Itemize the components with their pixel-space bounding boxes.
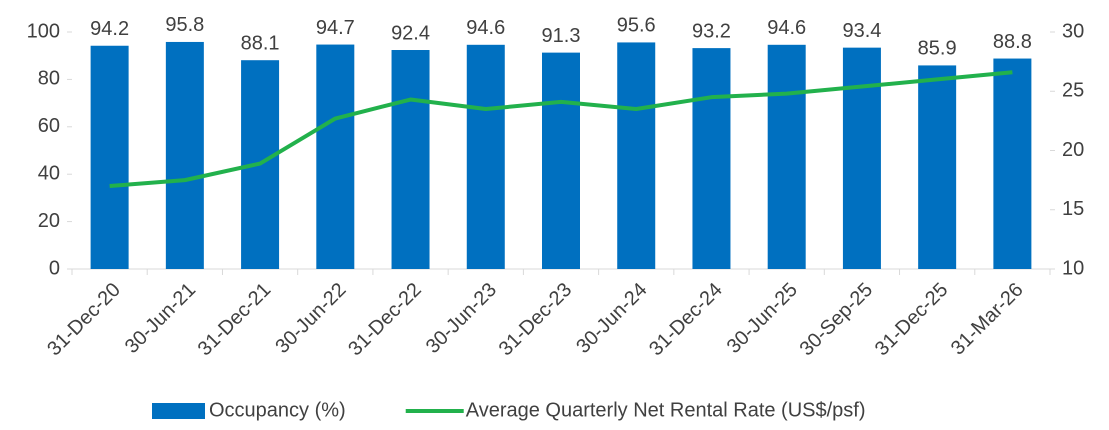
y-tick-label: 60 <box>38 115 60 137</box>
bar <box>316 44 355 269</box>
x-tick-label: 31-Dec-21 <box>194 279 276 361</box>
x-tick-label: 31-Dec-23 <box>495 279 577 361</box>
legend-label: Occupancy (%) <box>209 399 346 421</box>
y-tick-label: 20 <box>38 210 60 232</box>
x-tick-label: 30-Jun-22 <box>271 279 350 358</box>
value-label: 88.1 <box>241 32 280 54</box>
y2-tick-label: 20 <box>1062 139 1084 161</box>
value-label: 92.4 <box>391 22 430 44</box>
x-tick-label: 31-Mar-26 <box>947 279 1028 360</box>
x-tick-label: 31-Dec-25 <box>871 279 953 361</box>
y2-tick-label: 25 <box>1062 80 1084 102</box>
x-tick-label: 30-Jun-21 <box>121 279 200 358</box>
x-tick-label: 30-Sep-25 <box>796 279 878 361</box>
value-label: 85.9 <box>918 38 957 60</box>
x-tick-label: 31-Dec-20 <box>43 279 125 361</box>
x-tick-label: 30-Jun-23 <box>422 279 501 358</box>
value-label: 91.3 <box>542 25 581 47</box>
y-tick-label: 80 <box>38 68 60 90</box>
y-tick-label: 40 <box>38 162 60 184</box>
x-tick-label: 31-Dec-24 <box>645 279 727 361</box>
value-label: 94.6 <box>767 17 806 39</box>
y-tick-label: 100 <box>27 20 60 42</box>
value-label: 94.6 <box>466 17 505 39</box>
bar <box>466 44 505 269</box>
y2-tick-label: 10 <box>1062 257 1084 279</box>
bar <box>391 50 430 270</box>
bar <box>165 41 204 270</box>
y2-tick-label: 30 <box>1062 20 1084 42</box>
x-tick-label: 31-Dec-22 <box>344 279 426 361</box>
value-label: 93.2 <box>692 20 731 42</box>
x-tick-label: 30-Jun-24 <box>572 279 651 358</box>
bar <box>90 45 129 269</box>
bar <box>842 47 881 269</box>
value-label: 93.4 <box>842 20 881 42</box>
bar <box>692 48 731 270</box>
value-label: 88.8 <box>993 31 1032 53</box>
value-label: 94.7 <box>316 17 355 39</box>
value-label: 95.6 <box>617 15 656 37</box>
y2-tick-label: 15 <box>1062 198 1084 220</box>
bar <box>767 44 806 269</box>
value-label: 95.8 <box>165 14 204 36</box>
bar <box>918 65 957 270</box>
x-tick-label: 30-Jun-25 <box>723 279 802 358</box>
legend-label: Average Quarterly Net Rental Rate (US$/p… <box>466 399 866 421</box>
bar <box>542 52 580 269</box>
y-tick-label: 0 <box>49 257 60 279</box>
legend-swatch <box>152 403 205 419</box>
bar <box>617 42 656 269</box>
line <box>109 70 1013 189</box>
value-label: 94.2 <box>90 18 129 40</box>
bar <box>993 58 1032 269</box>
